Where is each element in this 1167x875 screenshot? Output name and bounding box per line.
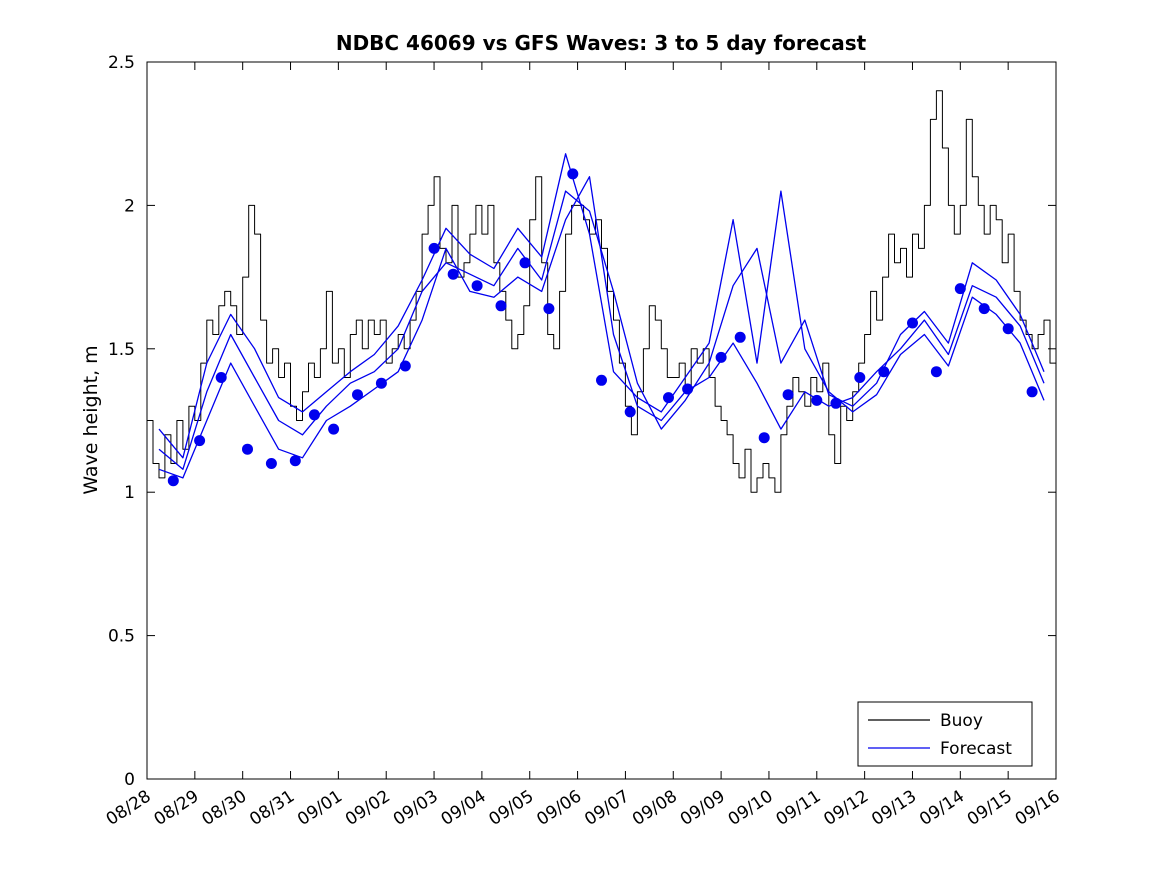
forecast-marker xyxy=(758,432,770,444)
forecast-marker xyxy=(954,283,966,295)
forecast-run-1-line xyxy=(158,176,1045,479)
x-tick-label: 09/09 xyxy=(677,786,729,829)
forecast-marker xyxy=(782,389,794,401)
x-tick-label: 09/04 xyxy=(438,786,490,829)
y-tick-label: 1.5 xyxy=(108,340,135,360)
forecast-marker xyxy=(289,455,301,467)
x-tick-label: 08/31 xyxy=(246,786,298,829)
forecast-marker xyxy=(930,366,942,378)
x-tick-label: 08/29 xyxy=(151,786,203,829)
forecast-marker xyxy=(265,458,277,469)
forecast-marker xyxy=(567,168,579,180)
plot-area: 00.511.522.508/2808/2908/3008/3109/0109/… xyxy=(103,53,1064,830)
forecast-run-3-line xyxy=(158,153,1045,459)
x-tick-label: 09/03 xyxy=(390,786,442,829)
forecast-marker xyxy=(495,300,507,312)
x-tick-label: 09/08 xyxy=(629,786,681,829)
forecast-marker xyxy=(399,360,411,372)
x-tick-label: 09/11 xyxy=(773,786,825,829)
x-tick-label: 09/05 xyxy=(485,786,537,829)
axes-box xyxy=(146,61,1057,780)
x-tick-label: 08/28 xyxy=(103,786,155,829)
forecast-marker xyxy=(519,257,531,269)
legend-label: Buoy xyxy=(940,711,983,731)
forecast-marker xyxy=(624,406,636,418)
y-tick-label: 0.5 xyxy=(108,627,135,647)
y-tick-label: 2 xyxy=(124,196,135,216)
buoy-line xyxy=(147,90,1057,493)
forecast-marker xyxy=(447,268,459,280)
forecast-marker xyxy=(328,423,340,435)
y-tick-label: 0 xyxy=(124,770,135,790)
forecast-marker xyxy=(1026,386,1038,398)
forecast-marker xyxy=(428,242,440,254)
x-tick-label: 09/02 xyxy=(342,786,394,829)
forecast-marker xyxy=(978,303,990,315)
forecast-marker xyxy=(1002,323,1014,335)
forecast-marker xyxy=(811,394,823,406)
forecast-marker xyxy=(596,374,607,386)
x-tick-label: 09/14 xyxy=(916,786,968,829)
legend-box xyxy=(857,701,1033,767)
forecast-marker xyxy=(242,443,253,455)
x-tick-label: 09/07 xyxy=(581,786,633,829)
forecast-marker xyxy=(308,409,320,421)
forecast-marker xyxy=(734,331,746,343)
x-tick-label: 09/10 xyxy=(725,786,777,829)
y-axis-label: Wave height, m xyxy=(80,345,102,494)
forecast-run-2-line xyxy=(158,190,1045,470)
x-tick-label: 09/06 xyxy=(533,786,585,829)
x-tick-label: 09/12 xyxy=(820,786,872,829)
forecast-marker xyxy=(682,383,694,395)
chart-title: NDBC 46069 vs GFS Waves: 3 to 5 day fore… xyxy=(336,31,867,55)
forecast-marker xyxy=(543,303,555,315)
x-tick-label: 09/13 xyxy=(868,786,920,829)
forecast-marker xyxy=(878,366,890,378)
forecast-marker xyxy=(715,351,727,363)
x-tick-label: 09/16 xyxy=(1012,786,1064,829)
forecast-marker xyxy=(830,397,842,409)
y-tick-label: 1 xyxy=(124,483,135,503)
x-tick-label: 09/15 xyxy=(964,786,1016,829)
forecast-marker xyxy=(907,317,918,329)
forecast-marker xyxy=(194,435,206,447)
x-tick-label: 08/30 xyxy=(198,786,250,829)
forecast-marker xyxy=(471,280,483,292)
forecast-marker xyxy=(854,372,866,383)
y-tick-label: 2.5 xyxy=(108,53,135,73)
forecast-marker xyxy=(215,372,227,383)
x-tick-label: 09/01 xyxy=(294,786,346,829)
forecast-marker xyxy=(663,392,674,404)
forecast-marker xyxy=(167,475,179,487)
forecast-marker xyxy=(352,389,363,401)
forecast-marker xyxy=(375,377,387,389)
legend-label: Forecast xyxy=(940,739,1012,759)
